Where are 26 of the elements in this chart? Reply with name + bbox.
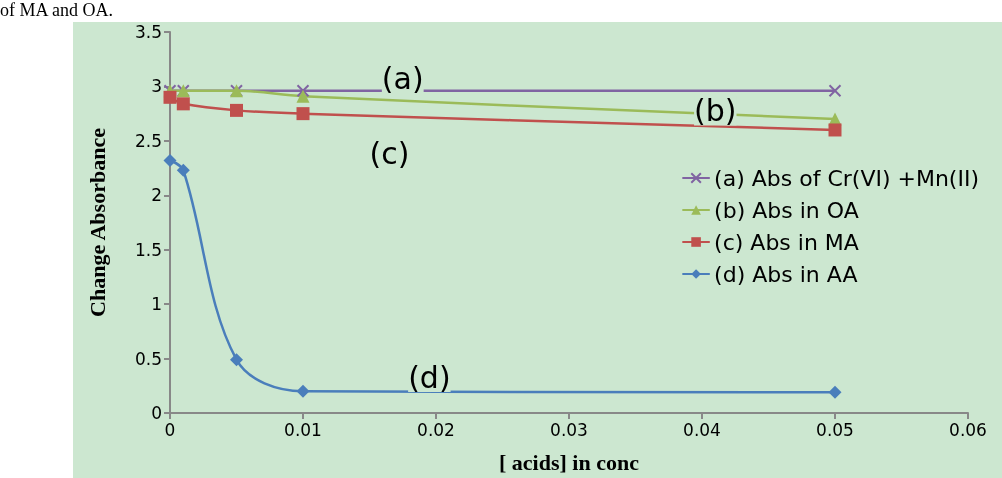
x-tick-label: 0.02 [417,419,455,440]
x-tick-label: 0.03 [550,419,588,440]
annotation: (c) [369,136,410,172]
x-tick-label: 0.06 [949,419,987,440]
y-axis-title: Change Absorbance [84,127,110,317]
y-tick-label: 0 [151,403,162,423]
legend-label: (d) Abs in AA [714,261,858,287]
y-tick-label: 1 [151,294,162,315]
y-tick-label: 0.5 [134,348,162,369]
x-tick-label: 0 [164,419,176,440]
legend-label: (a) Abs of Cr(VI) +Mn(II) [714,165,980,191]
y-tick-label: 1.5 [134,239,162,260]
annotation: (b) [694,92,737,128]
y-tick-label: 3 [151,76,162,97]
text: of MA and OA. [0,0,113,21]
x-tick-label: 0.01 [284,419,322,440]
y-tick-label: 2.5 [134,130,162,151]
legend-label: (c) Abs in MA [714,229,859,255]
x-axis-title: [ acids] in conc [499,449,640,475]
annotation: (a) [381,61,424,97]
x-tick-label: 0.05 [816,419,854,440]
annotation: (d) [408,359,451,395]
x-tick-label: 0.04 [683,419,721,440]
y-tick-label: 3.5 [134,22,162,42]
y-tick-label: 2 [151,185,162,206]
legend-label: (b) Abs in OA [714,197,859,223]
